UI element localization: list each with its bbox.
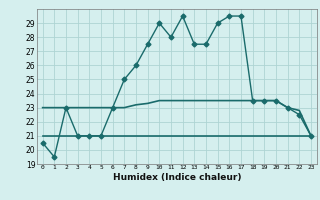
X-axis label: Humidex (Indice chaleur): Humidex (Indice chaleur) xyxy=(113,173,241,182)
